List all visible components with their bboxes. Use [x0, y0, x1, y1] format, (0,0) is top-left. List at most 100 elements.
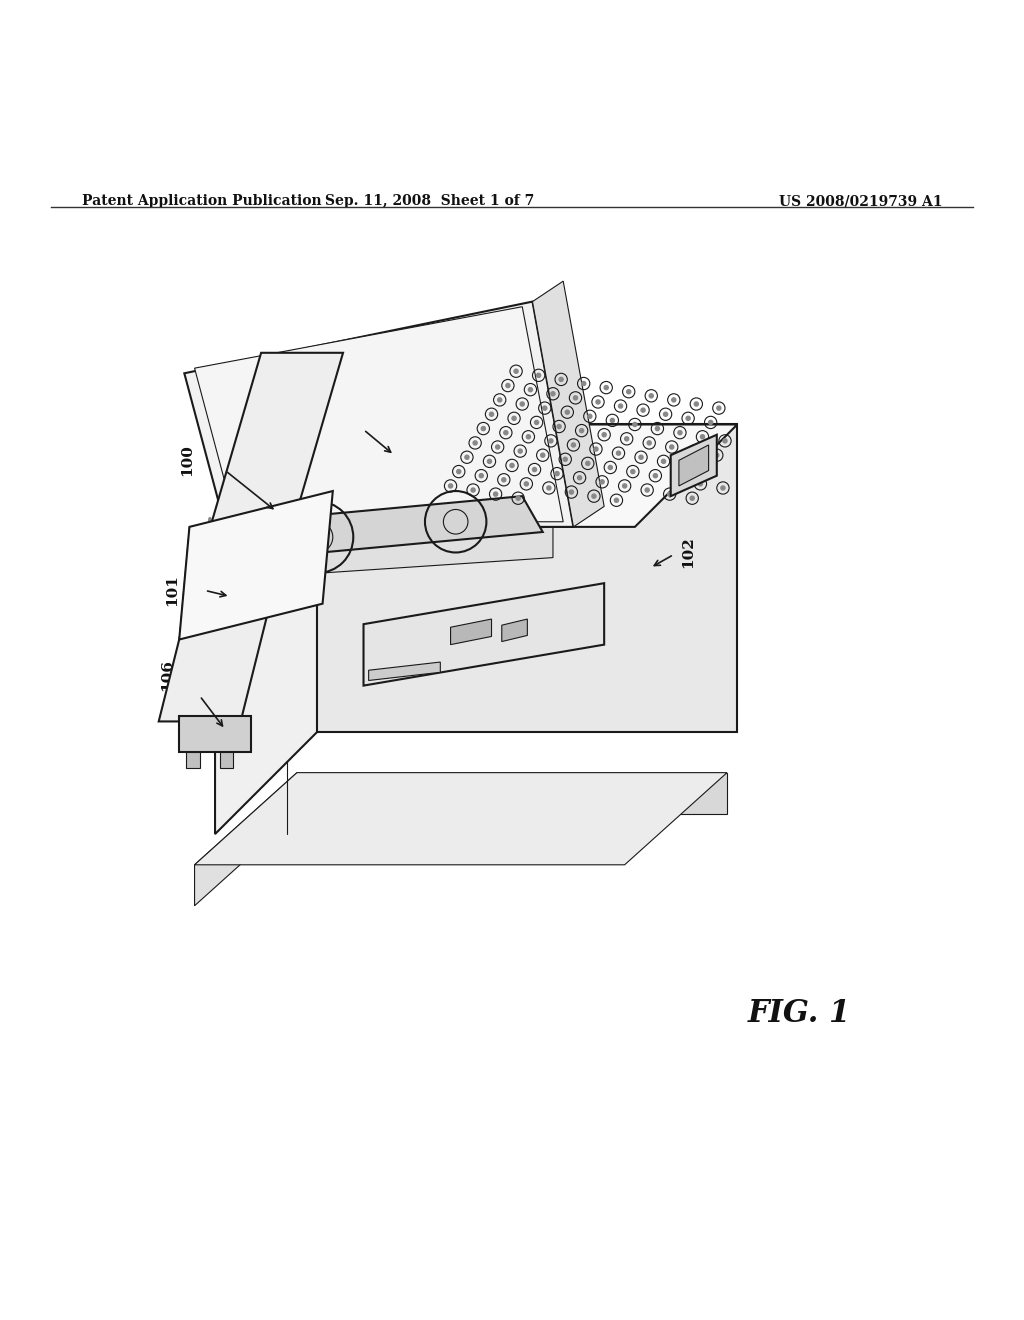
Circle shape — [489, 412, 494, 416]
Circle shape — [700, 434, 705, 438]
Circle shape — [551, 392, 555, 396]
Polygon shape — [679, 445, 709, 486]
Circle shape — [596, 400, 600, 404]
Circle shape — [686, 416, 690, 420]
Text: US 2008/0219739 A1: US 2008/0219739 A1 — [778, 194, 942, 209]
Text: FIG. 1: FIG. 1 — [748, 998, 851, 1028]
Polygon shape — [369, 663, 440, 681]
Polygon shape — [179, 717, 251, 752]
Polygon shape — [195, 772, 297, 906]
Circle shape — [616, 451, 621, 455]
Circle shape — [537, 374, 541, 378]
Circle shape — [578, 475, 582, 479]
Circle shape — [502, 478, 506, 482]
Circle shape — [594, 447, 598, 451]
Circle shape — [717, 407, 721, 411]
Circle shape — [715, 453, 719, 457]
Circle shape — [541, 453, 545, 457]
Circle shape — [684, 463, 688, 467]
Circle shape — [672, 397, 676, 403]
Circle shape — [473, 441, 477, 445]
Circle shape — [723, 438, 727, 444]
Circle shape — [655, 426, 659, 430]
Text: 102: 102 — [681, 537, 695, 569]
Polygon shape — [317, 425, 737, 731]
Circle shape — [639, 455, 643, 459]
Circle shape — [512, 416, 516, 420]
Circle shape — [535, 420, 539, 425]
Circle shape — [662, 459, 666, 463]
Circle shape — [592, 494, 596, 498]
Circle shape — [649, 393, 653, 397]
Circle shape — [582, 381, 586, 385]
Circle shape — [670, 445, 674, 449]
Circle shape — [528, 388, 532, 392]
Circle shape — [496, 445, 500, 449]
Text: 106: 106 — [160, 660, 174, 692]
Circle shape — [709, 420, 713, 425]
Circle shape — [668, 492, 672, 496]
Polygon shape — [671, 434, 717, 496]
Polygon shape — [246, 527, 553, 578]
Circle shape — [557, 425, 561, 429]
Circle shape — [602, 433, 606, 437]
Polygon shape — [246, 496, 543, 557]
Circle shape — [692, 449, 696, 453]
Polygon shape — [195, 772, 727, 865]
Circle shape — [610, 418, 614, 422]
Circle shape — [647, 441, 651, 445]
Circle shape — [506, 384, 510, 388]
Polygon shape — [186, 752, 200, 767]
Circle shape — [604, 385, 608, 389]
Circle shape — [573, 396, 578, 400]
Circle shape — [690, 496, 694, 500]
Circle shape — [614, 498, 618, 503]
Circle shape — [571, 444, 575, 447]
Circle shape — [694, 403, 698, 407]
Circle shape — [487, 459, 492, 463]
Circle shape — [625, 437, 629, 441]
Circle shape — [631, 470, 635, 474]
Circle shape — [588, 414, 592, 418]
Polygon shape — [502, 619, 527, 642]
Text: Patent Application Publication: Patent Application Publication — [82, 194, 322, 209]
Circle shape — [518, 449, 522, 453]
Circle shape — [514, 370, 518, 374]
Polygon shape — [532, 281, 604, 527]
Circle shape — [481, 426, 485, 430]
Circle shape — [600, 479, 604, 484]
Circle shape — [569, 490, 573, 494]
Circle shape — [653, 474, 657, 478]
Polygon shape — [184, 301, 573, 527]
Circle shape — [664, 412, 668, 416]
Circle shape — [494, 492, 498, 496]
Circle shape — [510, 463, 514, 467]
Circle shape — [580, 429, 584, 433]
Circle shape — [504, 430, 508, 434]
Circle shape — [479, 474, 483, 478]
Circle shape — [678, 430, 682, 434]
Circle shape — [586, 462, 590, 466]
Circle shape — [520, 403, 524, 407]
Circle shape — [465, 455, 469, 459]
Circle shape — [532, 467, 537, 471]
Polygon shape — [159, 352, 343, 722]
Circle shape — [526, 434, 530, 438]
Polygon shape — [215, 425, 317, 834]
Circle shape — [498, 397, 502, 403]
Polygon shape — [215, 425, 737, 527]
Polygon shape — [220, 752, 233, 767]
Text: 101: 101 — [165, 574, 179, 606]
Polygon shape — [364, 583, 604, 685]
Text: 104: 104 — [333, 400, 347, 432]
Circle shape — [563, 457, 567, 462]
Polygon shape — [297, 772, 727, 813]
Circle shape — [721, 486, 725, 490]
Polygon shape — [451, 619, 492, 644]
Text: Sep. 11, 2008  Sheet 1 of 7: Sep. 11, 2008 Sheet 1 of 7 — [326, 194, 535, 209]
Polygon shape — [179, 491, 333, 639]
Circle shape — [549, 438, 553, 444]
Circle shape — [559, 378, 563, 381]
Text: 100: 100 — [180, 445, 195, 477]
Circle shape — [524, 482, 528, 486]
